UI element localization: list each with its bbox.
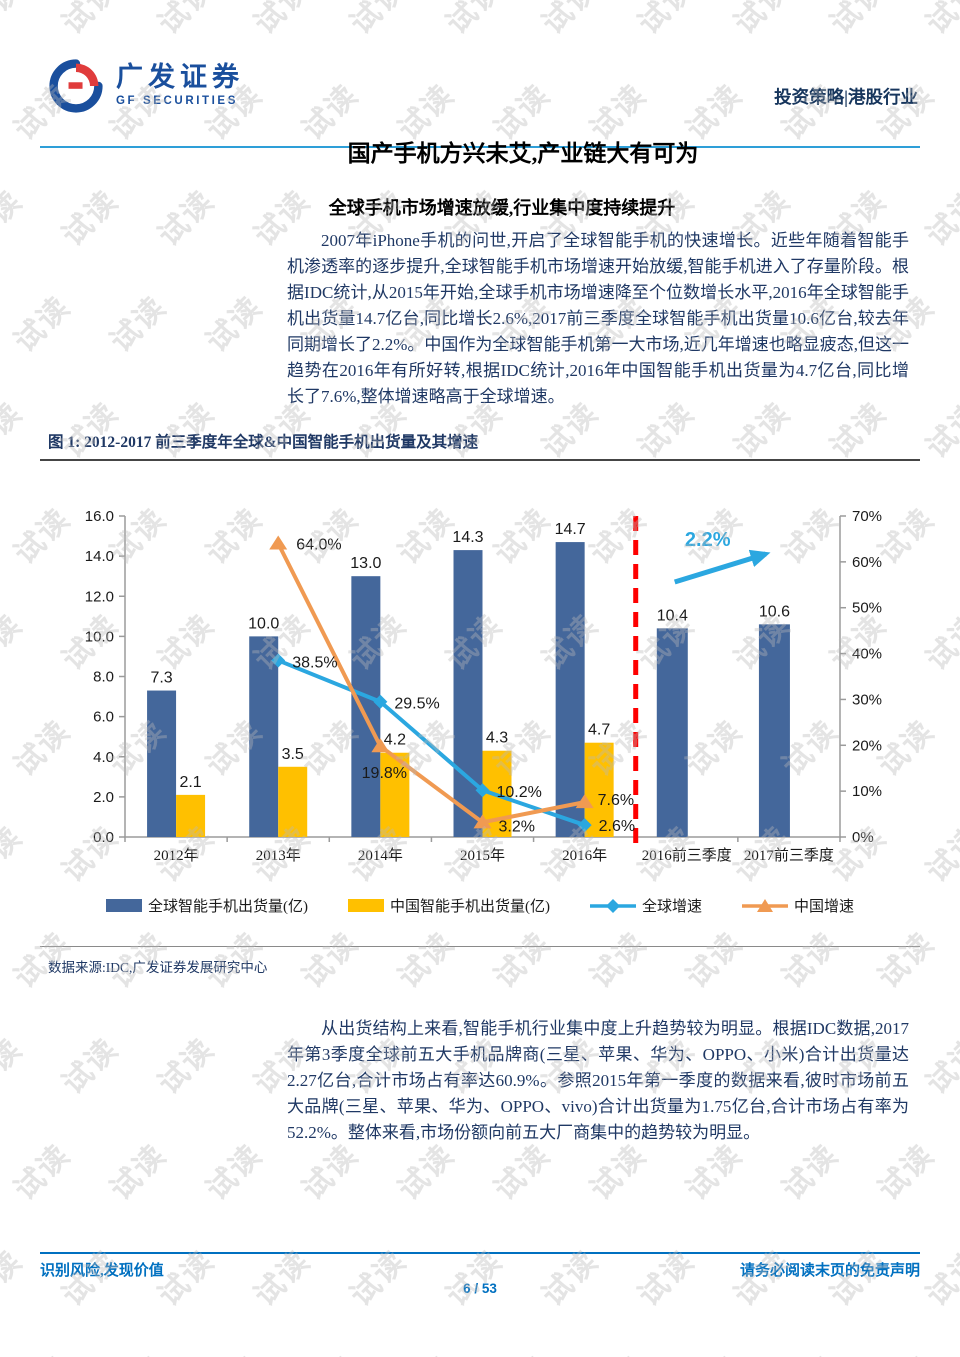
svg-text:2.6%: 2.6%: [599, 818, 635, 835]
legend-item-2: 全球增速: [589, 895, 702, 916]
legend-swatch: [347, 899, 384, 912]
svg-text:64.0%: 64.0%: [296, 537, 341, 554]
svg-text:14.3: 14.3: [452, 529, 483, 546]
body-paragraph-1: 2007年iPhone手机的问世,开启了全球智能手机的快速增长。近些年随着智能手…: [287, 231, 909, 406]
svg-text:10.4: 10.4: [657, 607, 688, 624]
svg-text:20%: 20%: [852, 737, 882, 754]
svg-text:2.1: 2.1: [179, 774, 201, 791]
svg-text:3.2%: 3.2%: [499, 818, 535, 835]
legend-line-marker: [742, 898, 788, 912]
svg-text:10.2%: 10.2%: [497, 784, 542, 801]
legend-label: 中国智能手机出货量(亿): [389, 899, 550, 915]
svg-text:16.0: 16.0: [85, 508, 114, 525]
svg-text:10.6: 10.6: [759, 603, 790, 620]
svg-text:29.5%: 29.5%: [394, 696, 439, 713]
header-divider: [40, 146, 920, 148]
company-logo: 广发证券 GF SECURITIES: [46, 58, 244, 114]
svg-text:40%: 40%: [852, 646, 882, 663]
figure-caption: 图 1: 2012-2017 前三季度年全球&中国智能手机出货量及其增速: [40, 430, 920, 461]
figure-source: 数据来源:IDC,广发证券发展研究中心: [40, 946, 920, 976]
svg-text:2017前三季度: 2017前三季度: [744, 847, 834, 864]
figure-chart: 0.0 2.0 4.0 6.0 8.0 10.0 12.0 14.0 16.0 0% 10% 20% 3…: [85, 508, 882, 864]
svg-text:60%: 60%: [852, 554, 882, 571]
svg-text:70%: 70%: [852, 508, 882, 525]
svg-text:7.3: 7.3: [150, 670, 172, 687]
svg-text:30%: 30%: [852, 691, 882, 708]
footer-slogan: 识别风险,发现价值: [40, 1263, 164, 1279]
footer-disclaimer: 请务必阅读末页的免责声明: [739, 1263, 920, 1279]
legend-item-0: 全球智能手机出货量(亿): [105, 895, 308, 916]
svg-text:14.0: 14.0: [85, 548, 114, 565]
body-paragraph-2: 从出货结构上来看,智能手机行业集中度上升趋势较为明显。根据IDC数据,2017年…: [287, 1019, 909, 1142]
svg-text:4.2: 4.2: [384, 732, 406, 749]
svg-text:2014年: 2014年: [358, 847, 403, 864]
svg-text:50%: 50%: [852, 600, 882, 617]
svg-text:2016前三季度: 2016前三季度: [642, 847, 732, 864]
footer-divider: [40, 1252, 920, 1254]
legend-label: 中国增速: [794, 899, 855, 915]
svg-text:10%: 10%: [852, 783, 882, 800]
svg-text:2.2%: 2.2%: [685, 529, 731, 551]
svg-text:8.0: 8.0: [93, 669, 114, 686]
page-number: 6 / 53: [463, 1281, 497, 1296]
logo-text-en: GF SECURITIES: [116, 95, 238, 108]
gf-securities-logo-icon: [49, 59, 103, 113]
svg-text:10.0: 10.0: [248, 615, 279, 632]
section-heading: 全球手机市场增速放缓,行业集中度持续提升: [328, 198, 676, 218]
svg-text:2013年: 2013年: [256, 847, 301, 864]
svg-text:7.6%: 7.6%: [598, 792, 634, 809]
report-category-label: 投资策略|港股行业: [774, 87, 918, 107]
svg-text:13.0: 13.0: [350, 555, 381, 572]
svg-text:4.0: 4.0: [93, 749, 114, 766]
logo-text-cn: 广发证券: [116, 62, 244, 93]
chart-legend: 全球智能手机出货量(亿) 中国智能手机出货量(亿) 全球增速 中国增速: [40, 895, 920, 916]
legend-swatch: [105, 899, 142, 912]
legend-item-1: 中国智能手机出货量(亿): [347, 895, 550, 916]
svg-text:4.7: 4.7: [588, 722, 610, 739]
svg-text:2015年: 2015年: [460, 847, 505, 864]
svg-text:0%: 0%: [852, 829, 874, 846]
report-title: 国产手机方兴未艾,产业链大有可为: [347, 141, 699, 166]
svg-text:4.3: 4.3: [486, 730, 508, 747]
svg-text:14.7: 14.7: [555, 521, 586, 538]
svg-text:0.0: 0.0: [93, 829, 114, 846]
legend-item-3: 中国增速: [742, 895, 854, 916]
legend-label: 全球智能手机出货量(亿): [147, 899, 308, 915]
svg-text:3.5: 3.5: [282, 746, 304, 763]
svg-text:10.0: 10.0: [85, 628, 114, 645]
svg-text:6.0: 6.0: [93, 709, 114, 726]
svg-text:19.8%: 19.8%: [362, 765, 407, 782]
svg-text:2012年: 2012年: [154, 847, 199, 864]
legend-label: 全球增速: [641, 899, 702, 915]
svg-text:2.0: 2.0: [93, 789, 114, 806]
svg-text:12.0: 12.0: [85, 588, 114, 605]
legend-line-marker: [589, 898, 636, 913]
svg-text:38.5%: 38.5%: [292, 654, 337, 671]
svg-text:2016年: 2016年: [562, 847, 607, 864]
